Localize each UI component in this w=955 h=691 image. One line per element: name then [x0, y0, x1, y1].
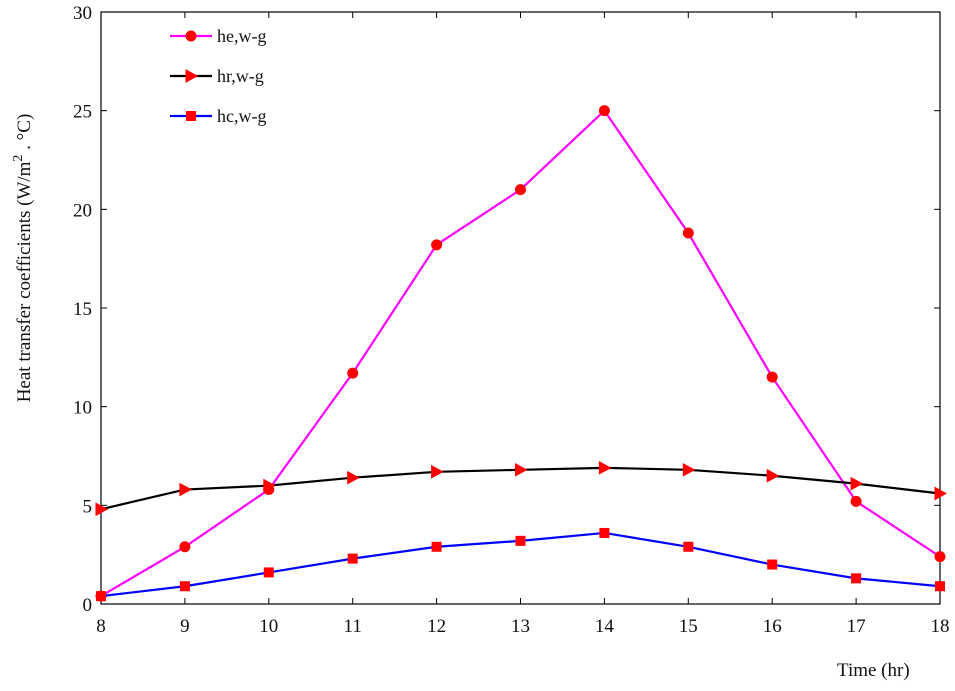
data-point [515, 535, 526, 546]
data-point [431, 541, 442, 552]
legend-marker [185, 69, 199, 83]
data-point [599, 527, 610, 538]
y-axis-label: Heat transfer coefficients (W/m2 . °C) [11, 114, 35, 403]
plot-frame [100, 11, 941, 605]
data-point [766, 371, 778, 383]
legend-label: he,w-g [217, 26, 266, 46]
data-point [598, 105, 610, 117]
chart-ticks: 8 9 10 11 12 13 14 15 16 17 18 0 5 10 15 20 25 30 [73, 3, 950, 637]
data-point [767, 559, 778, 570]
x-tick-label: 8 [96, 616, 106, 637]
x-tick-label: 18 [931, 616, 950, 637]
y-axis-label-superscript: 2 [11, 155, 26, 162]
x-tick-label: 10 [259, 616, 278, 637]
legend-label: hc,w-g [217, 106, 266, 126]
data-point [766, 468, 780, 483]
x-axis-label: Time (hr) [837, 660, 910, 681]
legend-item: he,w-g [170, 26, 266, 46]
data-point [347, 367, 359, 379]
data-point [850, 476, 864, 491]
y-tick-label: 15 [73, 299, 92, 320]
y-tick-label: 25 [73, 102, 92, 123]
chart-series [95, 105, 948, 602]
data-point [851, 573, 862, 584]
x-tick-label: 9 [180, 616, 190, 637]
data-point [95, 502, 109, 517]
data-point [850, 495, 862, 507]
data-point [179, 482, 192, 497]
data-point [682, 227, 694, 239]
data-point [347, 553, 358, 564]
y-axis-label-unit: . °C) [14, 114, 35, 155]
series-he,w-g [95, 105, 946, 602]
data-point [683, 541, 694, 552]
series-line [100, 108, 941, 598]
legend-label: hr,w-g [217, 66, 264, 86]
y-tick-label: 0 [83, 595, 93, 616]
x-tick-label: 16 [763, 616, 782, 637]
y-tick-label: 10 [73, 398, 92, 419]
data-point [935, 581, 945, 592]
chart-axes [100, 11, 941, 605]
y-tick-label: 30 [73, 3, 92, 24]
data-point [179, 541, 191, 553]
x-tick-label: 15 [679, 616, 698, 637]
data-point [598, 460, 612, 475]
x-tick-label: 17 [847, 616, 866, 637]
y-tick-label: 5 [83, 496, 93, 517]
legend-item: hc,w-g [170, 106, 266, 126]
data-point [263, 478, 276, 493]
data-point [96, 591, 106, 602]
legend-marker [186, 111, 196, 121]
data-point [431, 239, 443, 251]
y-axis-label-main: Heat transfer coefficients (W/m [14, 161, 35, 402]
data-point [263, 567, 274, 578]
x-tick-label: 13 [511, 616, 530, 637]
x-tick-label: 11 [344, 616, 362, 637]
legend-item: hr,w-g [170, 66, 264, 86]
data-point [934, 551, 946, 563]
series-hc,w-g [96, 527, 945, 602]
data-point [347, 470, 360, 485]
x-tick-label: 12 [427, 616, 446, 637]
chart-legend: he,w-g hr,w-g hc,w-g [170, 26, 266, 126]
y-tick-label: 20 [73, 200, 92, 221]
data-point [515, 462, 528, 477]
data-point [934, 486, 948, 501]
series-hr,w-g [95, 460, 948, 517]
x-tick-label: 14 [595, 616, 615, 637]
legend-marker [185, 30, 197, 42]
data-point [682, 462, 696, 477]
series-line [100, 466, 941, 511]
data-point [515, 184, 526, 196]
data-point [179, 581, 190, 592]
data-point [431, 464, 444, 479]
